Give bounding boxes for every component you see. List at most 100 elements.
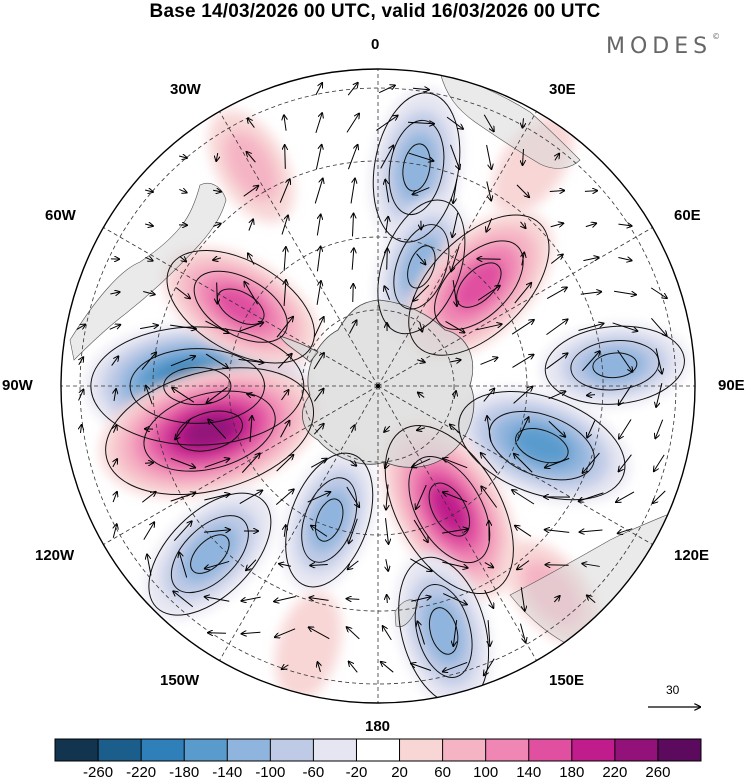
wind-arrow xyxy=(408,152,434,161)
meridian-line xyxy=(377,385,537,661)
wind-arrow xyxy=(281,390,288,401)
lon-label-150w: 150W xyxy=(160,672,200,689)
wind-arrow xyxy=(411,597,430,602)
wind-arrow xyxy=(309,598,329,601)
wind-arrow xyxy=(78,390,84,401)
wind-arrow xyxy=(147,554,152,576)
wind-arrow xyxy=(376,116,397,131)
colorbar-swatch xyxy=(442,739,487,761)
wind-arrow xyxy=(511,320,534,335)
wind-arrow xyxy=(141,352,156,370)
wind-arrow xyxy=(481,486,498,508)
wind-arrow xyxy=(407,122,434,124)
wind-arrow xyxy=(282,665,289,669)
colorbar-tick-label: -100 xyxy=(255,764,286,781)
wind-arrow xyxy=(580,530,603,532)
wind-arrow xyxy=(386,518,389,544)
wind-arrow xyxy=(484,562,493,568)
wind-arrow xyxy=(241,596,261,601)
colorbar-swatch xyxy=(657,739,702,761)
wind-arrow xyxy=(242,632,261,634)
wind-arrow xyxy=(241,453,260,473)
wind-arrow xyxy=(512,490,535,505)
wind-arrow xyxy=(279,179,290,203)
map-boundary xyxy=(60,68,696,704)
wind-arrow xyxy=(386,559,388,571)
wind-arrow xyxy=(546,287,567,299)
wind-arrow xyxy=(480,358,498,365)
wind-arrow xyxy=(170,324,196,329)
lon-label-60w: 60W xyxy=(45,207,76,224)
contour-line xyxy=(515,428,569,464)
colorbar-tick-label: -180 xyxy=(169,764,200,781)
wind-arrow xyxy=(352,248,354,270)
colorbar-tick-label: 260 xyxy=(645,764,671,781)
wind-arrow xyxy=(173,521,191,541)
wind-arrow xyxy=(587,420,596,437)
contour-line xyxy=(393,224,450,310)
wind-arrow xyxy=(454,391,456,399)
wind-arrow xyxy=(452,280,457,306)
wind-arrow xyxy=(483,389,494,402)
wind-arrow xyxy=(484,658,495,676)
wind-arrow xyxy=(412,458,431,467)
wind-arrow xyxy=(246,559,257,570)
wind-arrow xyxy=(347,83,358,96)
wind-arrow xyxy=(513,387,533,404)
wind-arrow xyxy=(450,425,461,434)
wind-arrow xyxy=(274,596,296,601)
wind-arrow xyxy=(410,558,431,571)
wind-arrow xyxy=(314,179,322,204)
wind-arrow xyxy=(310,459,327,468)
lon-label-180: 180 xyxy=(365,718,391,735)
wind-arrow xyxy=(617,349,633,372)
lon-label-120e: 120E xyxy=(674,547,710,564)
lon-label-60e: 60E xyxy=(674,207,701,224)
wind-arrow xyxy=(179,156,187,158)
anomaly-level xyxy=(396,132,437,203)
wind-arrow xyxy=(205,353,228,368)
wind-arrow xyxy=(411,664,432,671)
wind-arrow xyxy=(383,626,392,641)
wind-arrow xyxy=(243,186,259,197)
meridian-line xyxy=(103,227,379,387)
wind-arrow xyxy=(582,564,600,567)
colorbar-frame xyxy=(54,738,702,762)
wind-arrow xyxy=(144,224,153,226)
wind-arrow xyxy=(285,145,286,169)
wind-arrow xyxy=(486,218,493,231)
wind-arrow xyxy=(113,459,117,468)
contour-line xyxy=(434,240,524,330)
anomaly-center xyxy=(100,364,320,498)
wind-arrow xyxy=(386,217,388,234)
lon-label-0: 0 xyxy=(371,36,380,53)
wind-arrow xyxy=(387,595,388,604)
contour-line xyxy=(398,556,490,703)
wind-arrow xyxy=(413,284,430,301)
wind-arrow xyxy=(420,322,422,331)
wind-arrow xyxy=(514,283,531,304)
wind-arrow xyxy=(523,118,524,127)
wind-arrow xyxy=(109,325,121,330)
wind-arrow xyxy=(612,322,638,331)
wind-arrow xyxy=(378,85,395,94)
colorbar-swatch xyxy=(98,739,142,761)
wind-arrow xyxy=(281,215,288,235)
wind-arrow xyxy=(449,360,460,362)
wind-arrow xyxy=(284,525,285,537)
wind-arrow xyxy=(205,320,228,333)
wind-arrow xyxy=(583,257,598,260)
wind-arrow xyxy=(387,248,388,270)
wind-arrow xyxy=(213,224,221,227)
wind-arrow xyxy=(80,425,81,434)
wind-arrow xyxy=(386,484,388,509)
wind-arrow xyxy=(175,287,190,299)
wind-arrow xyxy=(488,620,490,646)
wind-arrow xyxy=(487,416,492,442)
wind-arrow xyxy=(578,323,603,332)
lon-label-90e: 90E xyxy=(718,377,745,394)
colorbar-swatch xyxy=(55,739,99,761)
wind-arrow xyxy=(516,417,528,441)
wind-arrow xyxy=(212,190,221,192)
wind-arrow xyxy=(443,661,468,671)
